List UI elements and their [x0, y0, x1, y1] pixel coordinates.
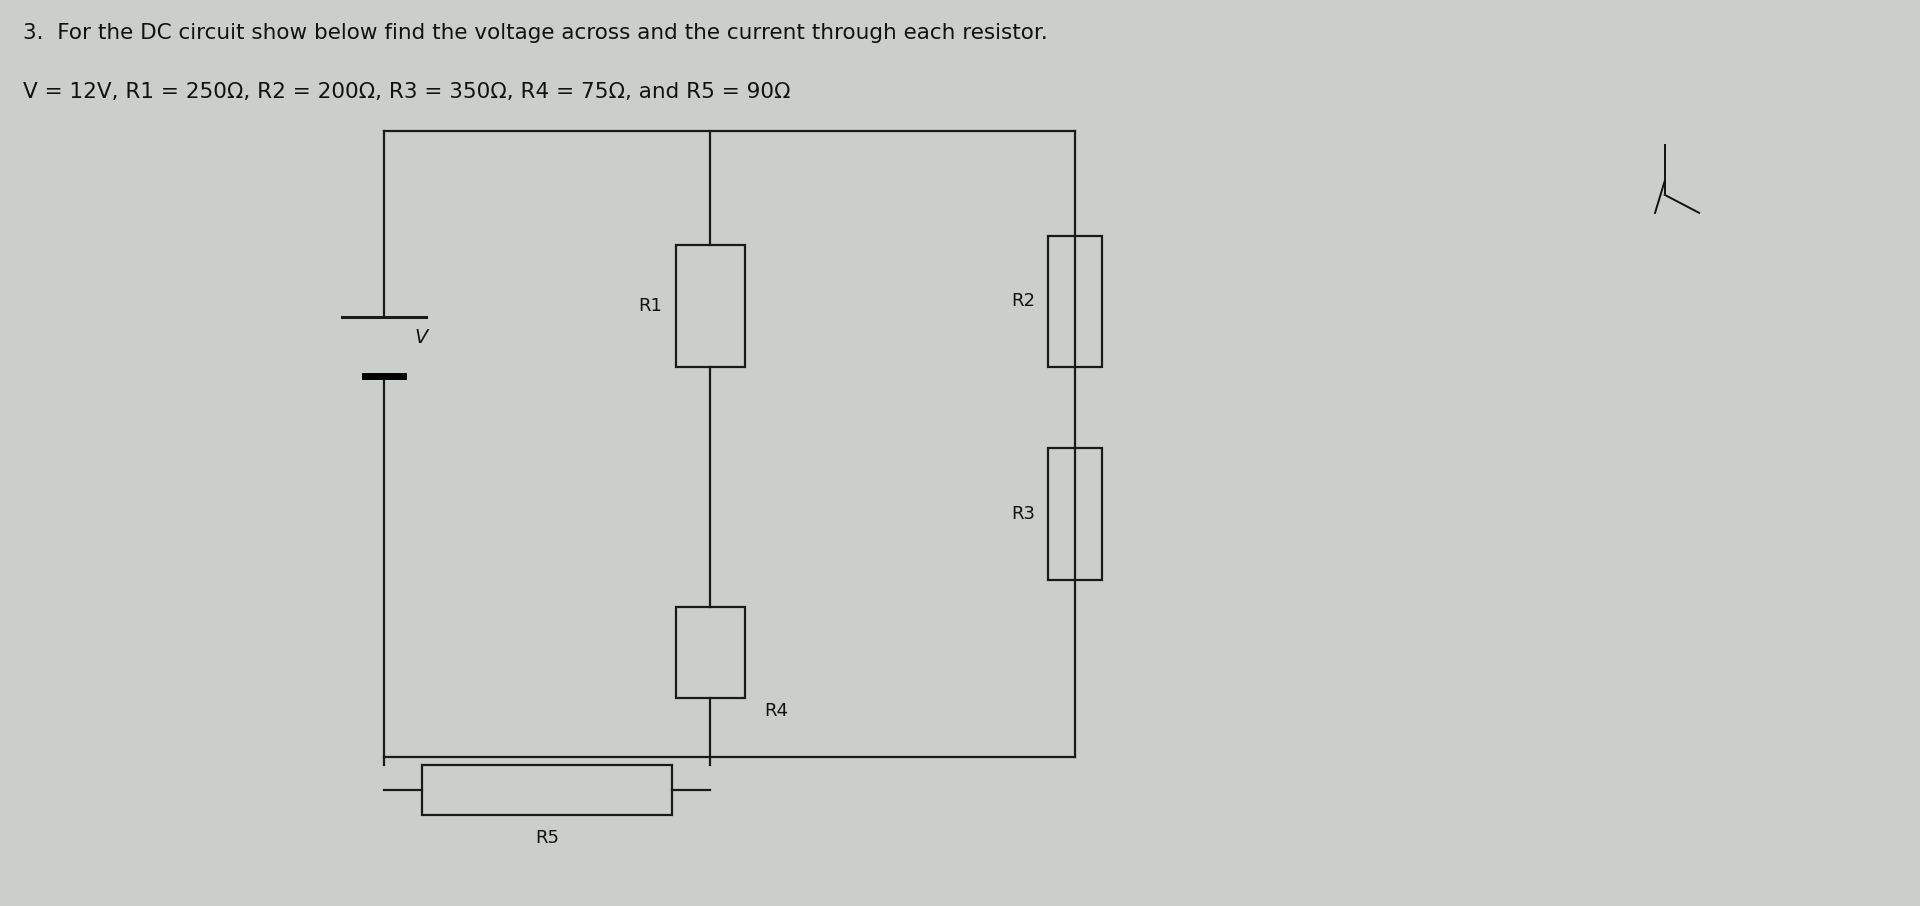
Text: V: V	[415, 328, 428, 347]
Text: R3: R3	[1012, 506, 1035, 523]
Text: V = 12V, R1 = 250Ω, R2 = 200Ω, R3 = 350Ω, R4 = 75Ω, and R5 = 90Ω: V = 12V, R1 = 250Ω, R2 = 200Ω, R3 = 350Ω…	[23, 82, 791, 101]
Text: R4: R4	[764, 702, 789, 720]
Bar	[422, 765, 672, 815]
Bar	[676, 607, 745, 698]
Bar	[676, 245, 745, 367]
Bar	[1048, 448, 1102, 580]
Bar	[1048, 236, 1102, 367]
Text: R2: R2	[1012, 293, 1035, 310]
Text: 3.  For the DC circuit show below find the voltage across and the current throug: 3. For the DC circuit show below find th…	[23, 23, 1048, 43]
Text: R1: R1	[639, 297, 662, 314]
Text: R5: R5	[536, 829, 559, 847]
